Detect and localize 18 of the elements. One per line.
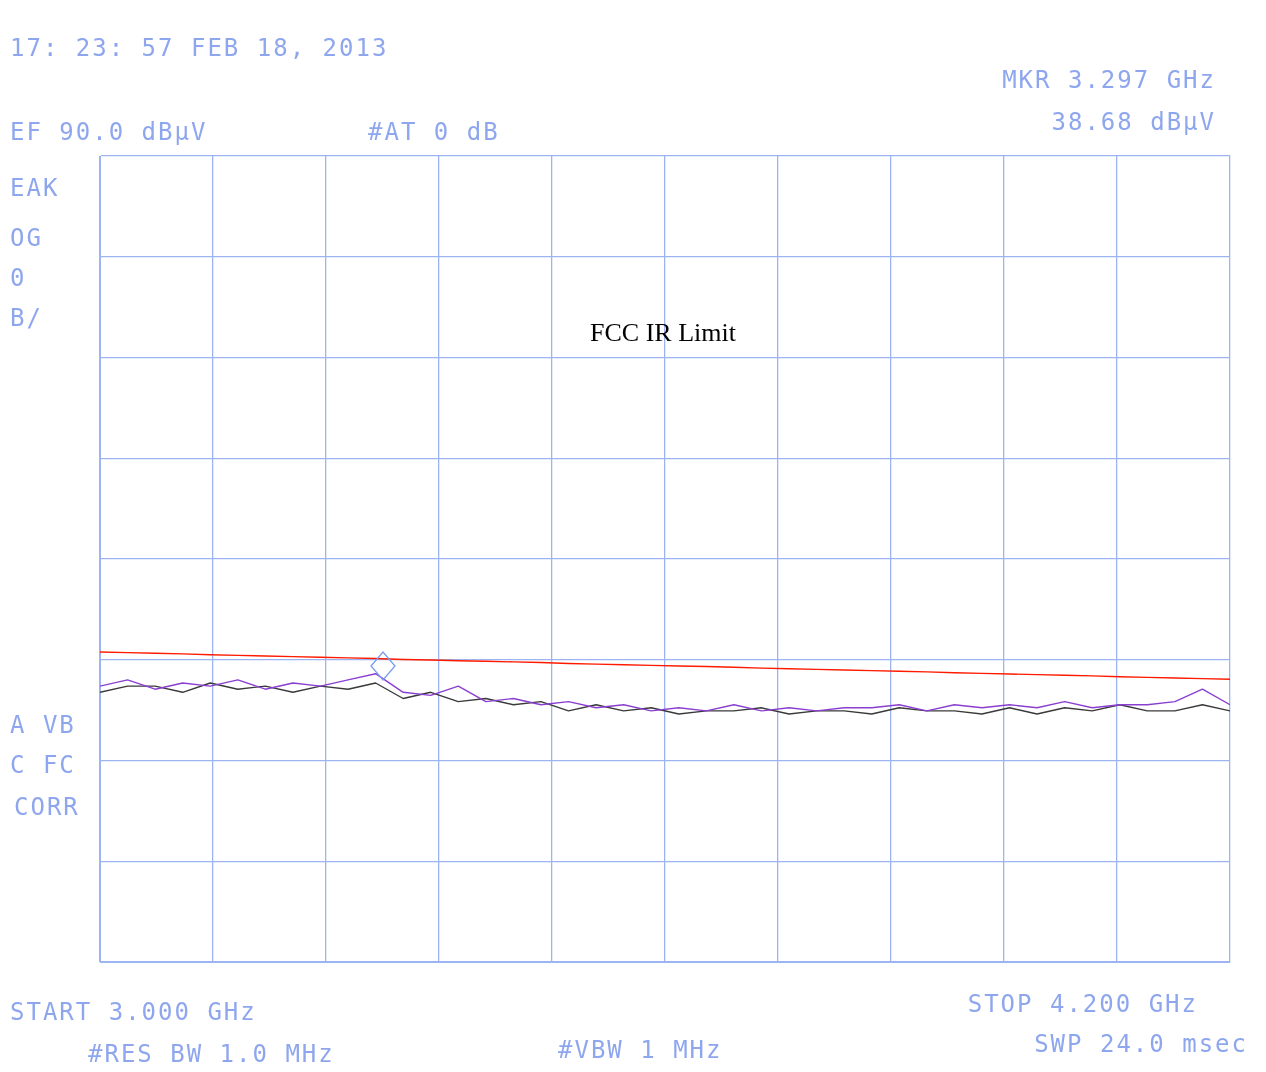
text: CORR [14, 793, 80, 821]
text: B/ [10, 304, 43, 332]
text: SWP 24.0 msec [1034, 1030, 1248, 1058]
text: A VB [10, 711, 76, 739]
text: START 3.000 GHz [10, 998, 257, 1026]
text: STOP 4.200 GHz [967, 990, 1198, 1018]
text: EF 90.0 dBµV [10, 118, 208, 146]
text: #RES BW 1.0 MHz [88, 1040, 335, 1068]
text: 17: 23: 57 FEB 18, 2013 [10, 34, 389, 62]
text: MKR 3.297 GHz [1002, 66, 1216, 94]
text: #VBW 1 MHz [558, 1036, 723, 1064]
text: OG [10, 224, 43, 252]
text: #AT 0 dB [368, 118, 500, 146]
text: 38.68 dBµV [1051, 108, 1216, 136]
text: C FC [10, 751, 76, 779]
text: EAK [10, 174, 60, 202]
text: FCC IR Limit [590, 318, 736, 348]
text: 0 [10, 264, 27, 292]
